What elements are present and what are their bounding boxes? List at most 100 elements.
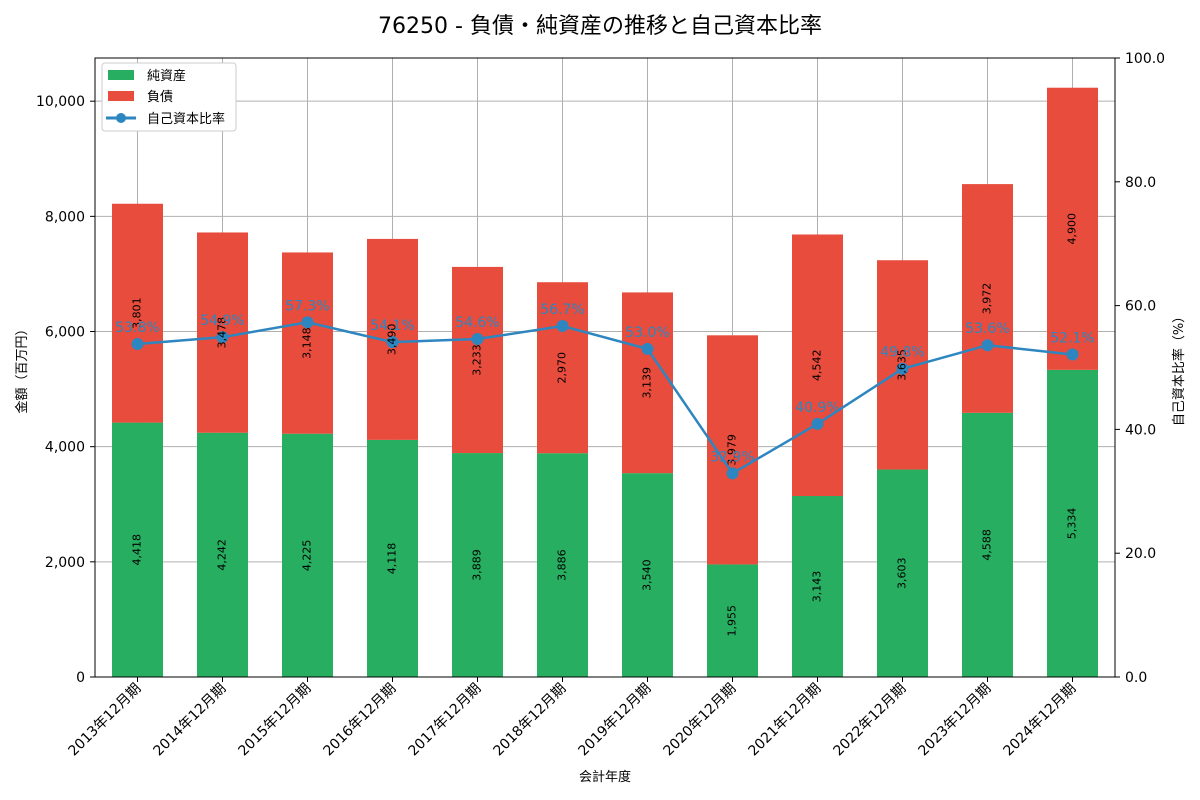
bar-liabilities [622, 292, 673, 474]
ratio-line [137, 321, 1073, 476]
bar-value-label-liabilities: 3,979 [726, 434, 739, 466]
bar-value-label-net-assets: 3,143 [811, 571, 824, 603]
bar-liabilities [537, 282, 588, 454]
y2-tick-label: 40.0 [1125, 422, 1156, 438]
bar-value-label-liabilities: 3,233 [471, 344, 484, 376]
bar-value-label-liabilities: 3,139 [641, 367, 654, 399]
bar-liabilities [1047, 87, 1098, 370]
legend-marker-ratio [116, 113, 126, 123]
ratio-point [1066, 348, 1079, 361]
ratio-value-label: 54.9% [200, 313, 244, 329]
bar-value-label-net-assets: 4,118 [386, 543, 399, 575]
bar-value-label-net-assets: 3,603 [896, 558, 909, 590]
bar-net-assets [622, 473, 673, 677]
bar-value-label-liabilities: 3,972 [981, 283, 994, 315]
x-tick-label: 2024年12月期 [1001, 681, 1080, 760]
bar-liabilities [962, 184, 1013, 413]
bar-net-assets [537, 453, 588, 677]
ratio-value-label: 53.6% [965, 321, 1009, 337]
x-axis-label: 会計年度 [579, 769, 631, 785]
legend-label-net-assets: 純資産 [147, 68, 186, 84]
ratio-value-label: 52.1% [1050, 331, 1094, 347]
ratio-point [386, 336, 399, 349]
y-axis-label: 金額（百万円） [14, 322, 30, 413]
bar-value-label-net-assets: 3,886 [556, 549, 569, 581]
ratio-point [981, 339, 994, 352]
bar-value-label-net-assets: 5,334 [1066, 508, 1079, 540]
bar-net-assets [112, 422, 163, 677]
bar-value-label-net-assets: 3,540 [641, 559, 654, 591]
chart-title: 76250 - 負債・純資産の推移と自己資本比率 [378, 14, 822, 39]
x-tick-label: 2013年12月期 [66, 681, 145, 760]
bar-value-label-liabilities: 4,542 [811, 350, 824, 382]
x-tick-label: 2016年12月期 [321, 681, 400, 760]
bar-value-label-net-assets: 4,588 [981, 529, 994, 561]
bar-value-label-liabilities: 4,900 [1066, 213, 1079, 245]
legend-label-ratio: 自己資本比率 [147, 111, 225, 127]
ratio-point [131, 337, 144, 350]
legend-swatch-liabilities [108, 91, 134, 101]
bar-value-label-net-assets: 4,225 [301, 540, 314, 572]
bar-liabilities [282, 252, 333, 434]
legend: 純資産 負債 自己資本比率 [101, 62, 237, 132]
ratio-value-label: 57.3% [285, 298, 329, 314]
bar-liabilities [112, 203, 163, 423]
x-tick-label: 2021年12月期 [746, 681, 825, 760]
bar-value-labels: 4,418 3,801 4,242 3,478 4,225 3,148 4,118 3,490… [131, 213, 1079, 636]
y-tick-label: 0 [76, 670, 85, 686]
x-tick-label: 2023年12月期 [916, 681, 995, 760]
bar-net-assets [877, 469, 928, 677]
ratio-point [216, 331, 229, 344]
y2-tick-label: 20.0 [1125, 546, 1156, 562]
x-tick-label: 2018年12月期 [491, 681, 570, 760]
plot-frame [94, 57, 1116, 678]
ratio-point [726, 467, 739, 480]
legend-label-liabilities: 負債 [147, 90, 173, 105]
y-tick-label: 6,000 [45, 325, 85, 341]
bar-net-assets [792, 496, 843, 677]
bar-value-label-liabilities: 2,970 [556, 352, 569, 384]
y2-tick-label: 60.0 [1125, 299, 1156, 315]
x-tick-label: 2022年12月期 [831, 681, 910, 760]
bar-value-label-liabilities: 3,478 [216, 317, 229, 349]
bars [112, 87, 1098, 677]
ratio-line-layer [131, 316, 1079, 480]
legend-swatch-net-assets [108, 70, 134, 80]
bar-net-assets [197, 432, 248, 677]
x-tick-label: 2017年12月期 [406, 681, 485, 760]
ratio-value-label: 32.9% [710, 449, 754, 465]
bar-value-label-net-assets: 3,889 [471, 549, 484, 581]
ratio-value-label: 56.7% [540, 302, 584, 318]
bar-net-assets [452, 453, 503, 677]
bar-value-label-net-assets: 1,955 [726, 605, 739, 637]
ratio-value-label: 53.8% [115, 320, 159, 336]
ratio-value-label: 53.0% [625, 325, 669, 341]
bar-value-label-net-assets: 4,418 [131, 534, 144, 566]
bar-value-label-liabilities: 3,635 [896, 349, 909, 381]
y2-tick-label: 80.0 [1125, 175, 1156, 191]
bar-net-assets [962, 412, 1013, 677]
bar-liabilities [452, 266, 503, 454]
y-tick-label: 2,000 [45, 555, 85, 571]
x-tick-label: 2014年12月期 [151, 681, 230, 760]
y2-axis-label: 自己資本比率（%） [1171, 310, 1187, 426]
bar-net-assets [282, 433, 333, 677]
ratio-value-label: 54.6% [455, 315, 499, 331]
ratio-point [811, 417, 824, 430]
y-tick-label: 4,000 [45, 440, 85, 456]
ratio-value-labels: 53.8% 54.9% 57.3% 54.1% 54.6% 56.7% 53.0% 32.9%… [115, 298, 1094, 465]
y2-tick-label: 0.0 [1125, 670, 1147, 686]
ratio-point [301, 316, 314, 329]
bar-net-assets [367, 439, 418, 677]
ratio-value-label: 49.8% [880, 345, 924, 361]
bar-net-assets [1047, 369, 1098, 677]
bar-value-label-liabilities: 3,148 [301, 327, 314, 359]
x-tick-label: 2020年12月期 [661, 681, 740, 760]
y2-tick-label: 100.0 [1125, 51, 1165, 67]
y-tick-label: 8,000 [45, 209, 85, 225]
bar-value-label-liabilities: 3,490 [386, 324, 399, 356]
ratio-point [556, 320, 569, 333]
y-tick-label: 10,000 [36, 94, 85, 110]
bar-liabilities [792, 234, 843, 497]
